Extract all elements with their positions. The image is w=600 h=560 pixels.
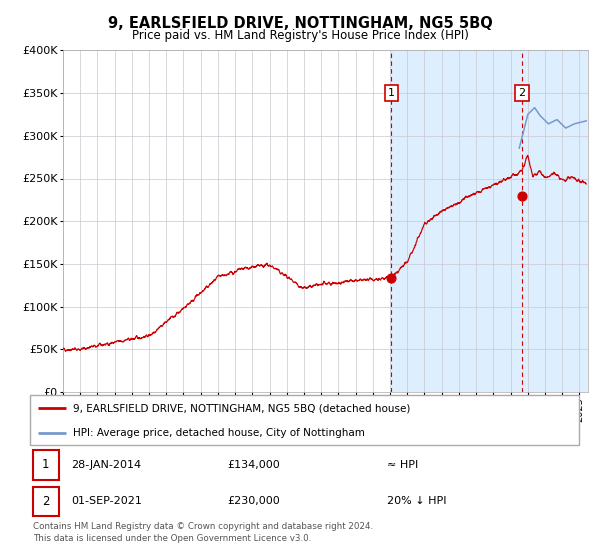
Text: Price paid vs. HM Land Registry's House Price Index (HPI): Price paid vs. HM Land Registry's House … <box>131 29 469 42</box>
Text: 2: 2 <box>42 494 50 508</box>
Bar <box>33 450 59 479</box>
Text: 1: 1 <box>388 88 395 98</box>
Point <box>517 191 527 200</box>
Text: HPI: Average price, detached house, City of Nottingham: HPI: Average price, detached house, City… <box>73 428 365 437</box>
Bar <box>33 487 59 516</box>
Text: 28-JAN-2014: 28-JAN-2014 <box>71 460 142 470</box>
Bar <box>391 50 588 392</box>
Text: £134,000: £134,000 <box>227 460 280 470</box>
Text: £230,000: £230,000 <box>227 496 280 506</box>
Text: 1: 1 <box>42 458 50 472</box>
Text: 9, EARLSFIELD DRIVE, NOTTINGHAM, NG5 5BQ (detached house): 9, EARLSFIELD DRIVE, NOTTINGHAM, NG5 5BQ… <box>73 403 410 413</box>
Text: 20% ↓ HPI: 20% ↓ HPI <box>387 496 446 506</box>
Text: Contains HM Land Registry data © Crown copyright and database right 2024.
This d: Contains HM Land Registry data © Crown c… <box>33 522 373 543</box>
Text: 9, EARLSFIELD DRIVE, NOTTINGHAM, NG5 5BQ: 9, EARLSFIELD DRIVE, NOTTINGHAM, NG5 5BQ <box>107 16 493 31</box>
Point <box>386 273 396 282</box>
Text: 2: 2 <box>518 88 526 98</box>
Text: 01-SEP-2021: 01-SEP-2021 <box>71 496 142 506</box>
Text: ≈ HPI: ≈ HPI <box>387 460 418 470</box>
